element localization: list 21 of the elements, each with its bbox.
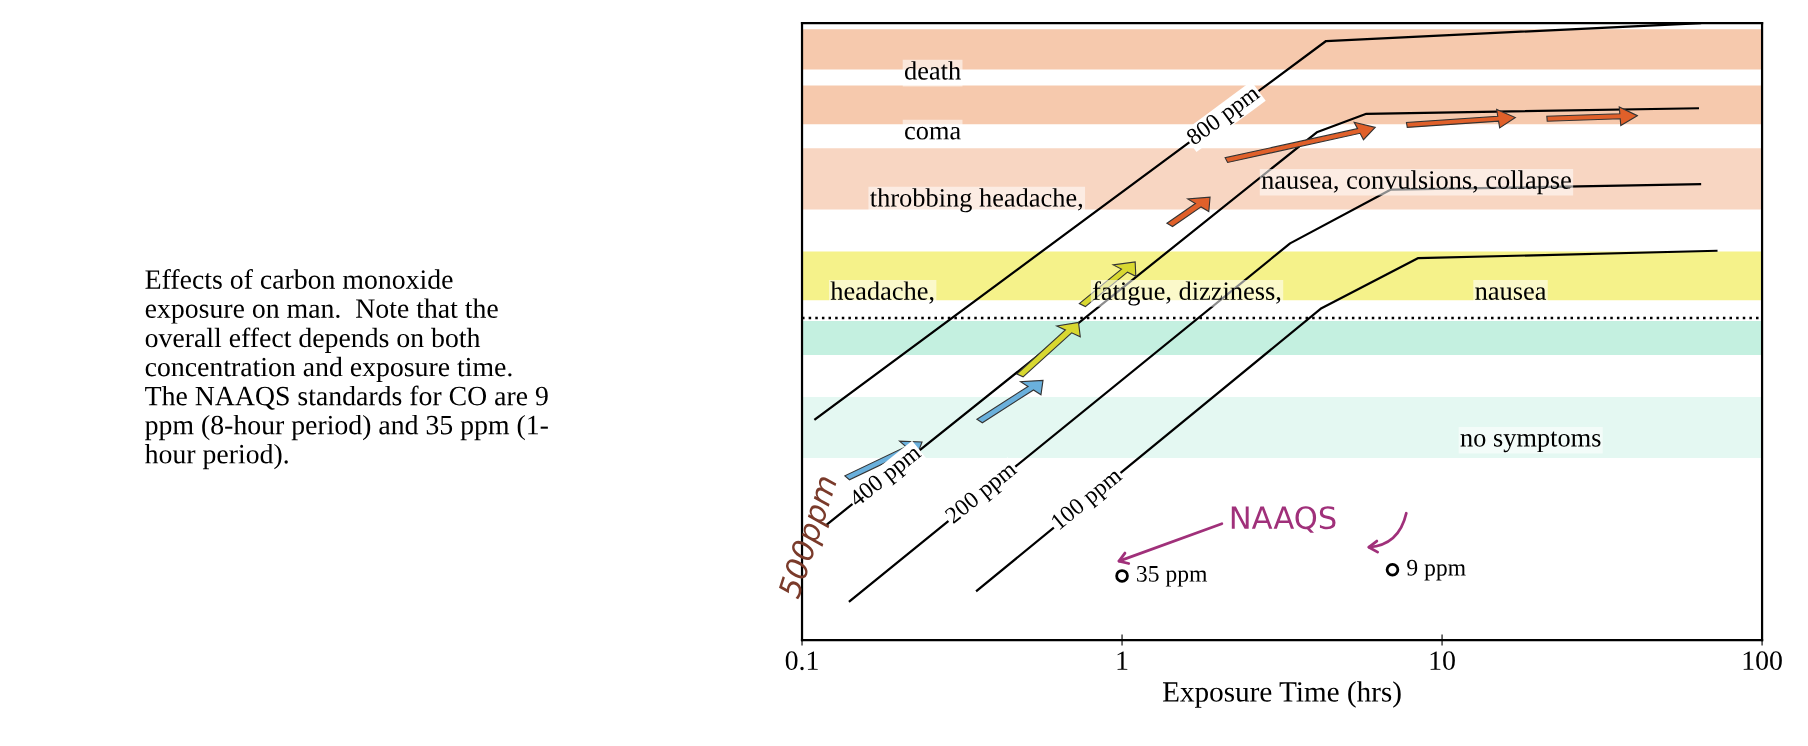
series-label: 9 ppm [1407,559,1466,581]
x-tick-label: 0.1 [785,651,818,671]
text: 100 ppm [1050,466,1126,534]
annotation: nausea [1475,287,1547,300]
text: 800 ppm [1185,84,1264,150]
series-label: 35 ppm [1137,565,1208,587]
x-tick-label: 10 [1430,651,1455,671]
annotation: NAAQS [1231,506,1336,533]
annotation: nausea, convulsions, collapse [1261,170,1571,195]
x-tick-label: 100 [1743,651,1782,671]
annotation: fatigue, dizziness, [1092,281,1281,306]
text: Effects of carbon monoxide exposure on man. Note that the overall effect depends on both concentration and exposure time. The NAAQS standards for CO are 9 ppm (8-hour period) and 35 ppm (1- hour period). [144,269,548,470]
annotation: death [904,61,961,80]
text: 200 ppm [944,460,1021,528]
annotation: throbbing headache, [870,188,1083,213]
annotation: coma [905,126,961,140]
x-axis-title: Exposure Time (hrs) [1162,681,1401,708]
x-tick-label: 1 [1117,651,1128,670]
annotation: no symptoms [1460,431,1601,453]
annotation: headache, [830,281,934,304]
text: 400 ppm [847,443,926,512]
